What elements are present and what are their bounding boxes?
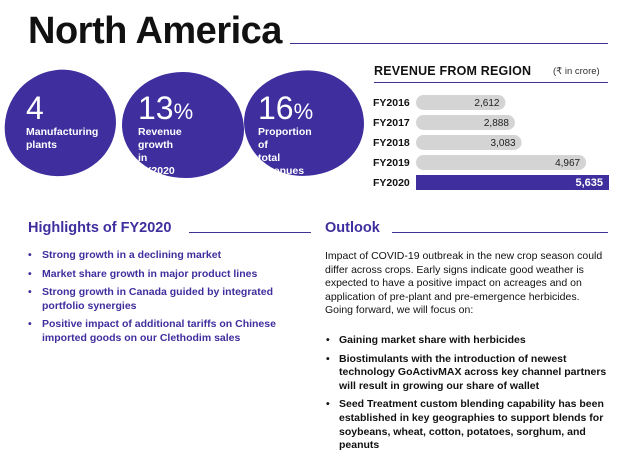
stat-label-line: plants bbox=[26, 139, 57, 151]
data-label: 4,967 bbox=[555, 158, 580, 169]
outlook-list: Gaining market share with herbicides Bio… bbox=[325, 334, 615, 458]
revenue-bar-chart: FY2016 2,612 FY2017 2,888 FY2018 3,083 FY2019 4… bbox=[373, 95, 609, 190]
stat-badge-plants bbox=[0, 62, 123, 184]
outlook-paragraph: Impact of COVID-19 outbreak in the new c… bbox=[325, 250, 603, 317]
stat-label-line: Proportion of bbox=[258, 126, 312, 151]
category-label: FY2019 bbox=[373, 157, 410, 169]
stat-label-line: in FY2020 bbox=[138, 152, 175, 177]
category-label: FY2018 bbox=[373, 137, 410, 149]
bar bbox=[416, 135, 522, 150]
highlights-heading: Highlights of FY2020 bbox=[28, 220, 172, 236]
stat-suffix: % bbox=[293, 99, 314, 124]
stat-value: 16 bbox=[258, 90, 294, 126]
data-label: 2,612 bbox=[474, 98, 499, 109]
bar bbox=[416, 95, 506, 110]
category-label: FY2017 bbox=[373, 117, 410, 129]
outlook-divider bbox=[392, 232, 608, 233]
bar bbox=[416, 175, 609, 190]
data-label: 2,888 bbox=[484, 118, 509, 129]
revenue-divider bbox=[374, 82, 608, 83]
stat-label-line: total revenues bbox=[258, 152, 305, 177]
category-label: FY2020 bbox=[373, 177, 410, 189]
list-item: Market share growth in major product lin… bbox=[28, 268, 298, 282]
stat-label-line: Revenue growth bbox=[138, 126, 182, 151]
list-item: Strong growth in a declining market bbox=[28, 249, 298, 263]
stat-value: 13 bbox=[138, 90, 174, 126]
data-label: 5,635 bbox=[575, 177, 603, 189]
list-item: Strong growth in Canada guided by integr… bbox=[28, 286, 298, 313]
bar bbox=[416, 115, 515, 130]
highlights-list: Strong growth in a declining market Mark… bbox=[28, 249, 298, 350]
revenue-heading: REVENUE FROM REGION bbox=[374, 64, 532, 78]
page-title: North America bbox=[28, 10, 282, 52]
stat-value: 4 bbox=[26, 90, 44, 126]
list-item: Gaining market share with herbicides bbox=[325, 334, 615, 348]
revenue-unit: (₹ in crore) bbox=[553, 66, 600, 77]
category-label: FY2016 bbox=[373, 97, 410, 109]
highlights-divider bbox=[189, 232, 311, 233]
title-divider bbox=[290, 43, 608, 44]
stat-suffix: % bbox=[173, 99, 194, 124]
bar bbox=[416, 155, 587, 170]
list-item: Seed Treatment custom blending capabilit… bbox=[325, 398, 615, 452]
list-item: Biostimulants with the introduction of n… bbox=[325, 353, 615, 394]
data-label: 3,083 bbox=[491, 138, 516, 149]
list-item: Positive impact of additional tariffs on… bbox=[28, 318, 298, 345]
stat-label-line: Manufacturing bbox=[26, 126, 99, 138]
outlook-heading: Outlook bbox=[325, 220, 380, 236]
stat-badge-revenue-growth bbox=[122, 72, 244, 178]
